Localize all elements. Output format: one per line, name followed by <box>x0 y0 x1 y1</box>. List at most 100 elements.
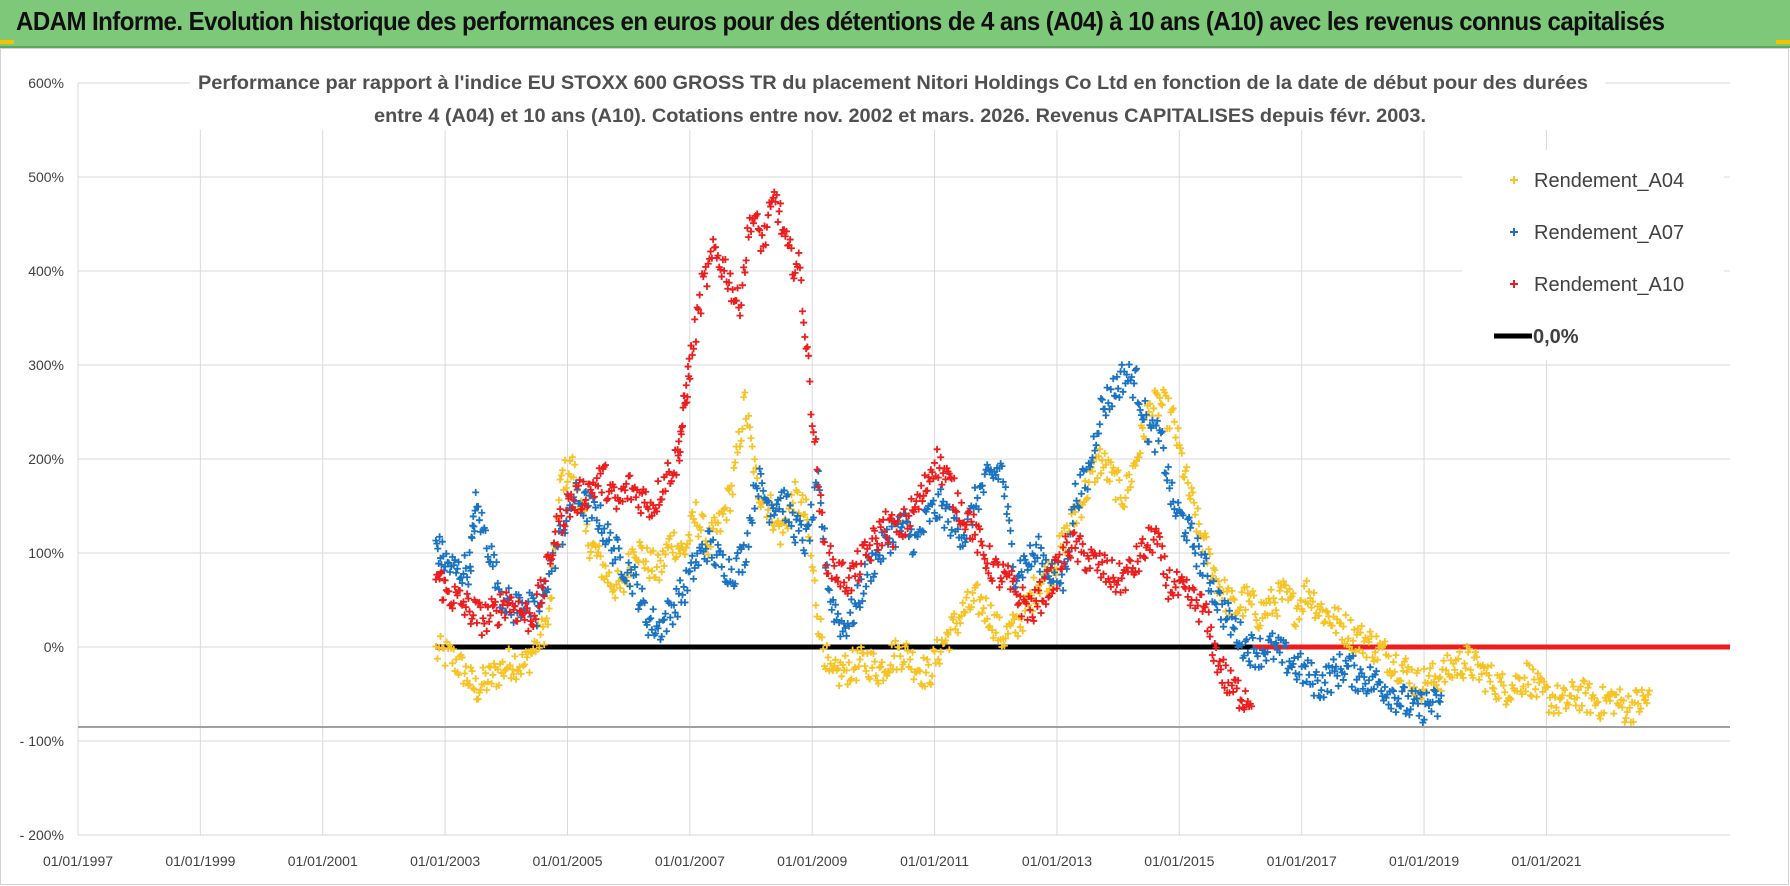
data-point <box>1181 467 1189 475</box>
data-point <box>493 558 501 566</box>
data-point <box>1183 576 1191 584</box>
data-point <box>595 542 603 550</box>
data-point <box>879 555 887 563</box>
data-point <box>539 591 547 599</box>
data-point <box>1016 592 1024 600</box>
data-point <box>834 610 842 618</box>
data-point <box>1342 611 1350 619</box>
data-point <box>456 587 464 595</box>
data-point <box>681 550 689 558</box>
data-point <box>480 680 488 688</box>
data-point <box>787 244 795 252</box>
data-point <box>533 639 541 647</box>
data-point <box>1120 503 1128 511</box>
data-point <box>1552 704 1560 712</box>
data-point <box>1271 640 1279 648</box>
data-point <box>666 613 674 621</box>
data-point <box>734 448 742 456</box>
data-point <box>716 547 724 555</box>
data-point <box>1237 603 1245 611</box>
data-point <box>1159 570 1167 578</box>
data-point <box>867 577 875 585</box>
data-point <box>1113 581 1121 589</box>
data-point <box>1140 416 1148 424</box>
data-point <box>479 614 487 622</box>
data-point <box>801 333 809 341</box>
data-point <box>1008 619 1016 627</box>
data-point <box>876 518 884 526</box>
data-point <box>1312 668 1320 676</box>
data-point <box>641 599 649 607</box>
data-point <box>729 286 737 294</box>
data-point <box>738 425 746 433</box>
data-point <box>1350 626 1358 634</box>
data-point <box>1020 552 1028 560</box>
data-point <box>1633 688 1641 696</box>
data-point <box>1339 623 1347 631</box>
data-point <box>1369 653 1377 661</box>
data-point <box>1230 625 1238 633</box>
data-point <box>1392 651 1400 659</box>
data-point <box>1629 718 1637 726</box>
data-point <box>1170 505 1178 513</box>
data-point <box>1202 554 1210 562</box>
data-point <box>1098 396 1106 404</box>
data-point <box>507 593 515 601</box>
data-point <box>1042 556 1050 564</box>
data-point <box>978 609 986 617</box>
data-point <box>1189 489 1197 497</box>
data-point <box>688 351 696 359</box>
data-point <box>899 519 907 527</box>
data-point <box>510 606 518 614</box>
data-point <box>605 569 613 577</box>
data-point <box>1436 673 1444 681</box>
data-point <box>468 534 476 542</box>
data-point <box>595 522 603 530</box>
data-point <box>800 319 808 327</box>
data-point <box>1008 540 1016 548</box>
data-point <box>776 540 784 548</box>
data-point <box>710 560 718 568</box>
data-point <box>805 521 813 529</box>
data-point <box>1339 676 1347 684</box>
data-point <box>461 611 469 619</box>
data-point <box>682 544 690 552</box>
data-point <box>904 518 912 526</box>
data-point <box>563 478 571 486</box>
data-point <box>794 512 802 520</box>
data-point <box>459 598 467 606</box>
data-point <box>866 541 874 549</box>
data-point <box>1561 686 1569 694</box>
data-point <box>1006 585 1014 593</box>
x-tick-label: 01/01/2009 <box>777 853 847 869</box>
data-point <box>543 614 551 622</box>
data-point <box>1403 668 1411 676</box>
data-point <box>871 658 879 666</box>
data-point <box>1158 428 1166 436</box>
data-point <box>533 590 541 598</box>
data-point <box>973 494 981 502</box>
data-point <box>464 681 472 689</box>
data-point <box>857 560 865 568</box>
data-point <box>931 648 939 656</box>
data-point <box>1164 595 1172 603</box>
data-point <box>1221 684 1229 692</box>
data-point <box>1251 610 1259 618</box>
data-point <box>790 533 798 541</box>
y-tick-label: 100% <box>28 545 64 561</box>
data-point <box>1569 683 1577 691</box>
data-point <box>835 682 843 690</box>
data-point <box>738 281 746 289</box>
data-point <box>1394 695 1402 703</box>
data-point <box>654 551 662 559</box>
data-point <box>506 608 514 616</box>
data-point <box>1201 603 1209 611</box>
data-point <box>1097 573 1105 581</box>
data-point <box>1429 698 1437 706</box>
data-point <box>876 551 884 559</box>
data-point <box>738 568 746 576</box>
data-point <box>1013 590 1021 598</box>
data-point <box>792 516 800 524</box>
data-point <box>626 582 634 590</box>
x-tick-label: 01/01/1999 <box>165 853 235 869</box>
